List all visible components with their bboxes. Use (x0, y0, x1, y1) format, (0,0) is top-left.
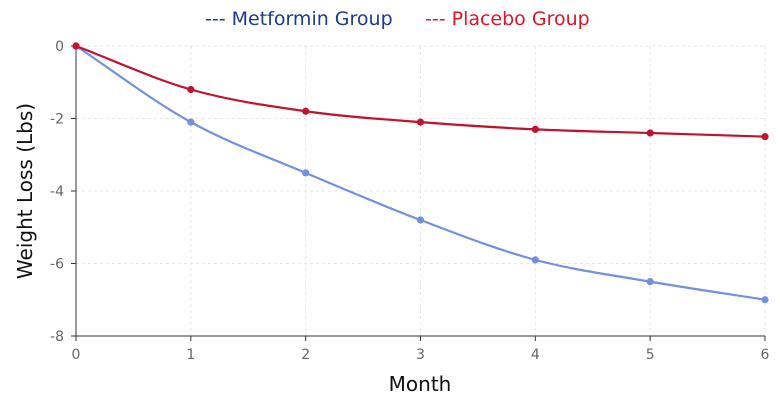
data-point-placebo-group (761, 133, 769, 141)
data-point-placebo-group (302, 107, 310, 115)
y-tick-label: 0 (55, 39, 64, 55)
data-point-placebo-group (187, 85, 195, 94)
series-placebo-group (72, 42, 769, 141)
y-tick-label: -4 (50, 184, 64, 200)
data-point-metformin-group (761, 296, 769, 304)
series (72, 42, 769, 304)
data-point-placebo-group (646, 129, 654, 137)
legend-placebo-group: --- Placebo Group (425, 8, 590, 30)
tick-labels: 0 1 2 3 4 5 6 0 -2 -4 -6 -8 (50, 39, 770, 363)
x-tick-label: 0 (72, 347, 81, 363)
data-point-metformin-group (187, 118, 195, 126)
y-axis-title: Weight Loss (Lbs) (13, 103, 37, 279)
data-point-placebo-group (72, 42, 80, 50)
x-tick-label: 3 (416, 347, 425, 363)
data-point-metformin-group (646, 278, 654, 286)
x-tick-label: 6 (761, 347, 770, 363)
y-tick-label: -8 (50, 329, 64, 345)
data-point-metformin-group (531, 256, 539, 264)
x-axis-title: Month (389, 372, 452, 396)
data-point-metformin-group (416, 216, 425, 224)
data-point-placebo-group (416, 118, 425, 126)
legend: --- Metformin Group --- Placebo Group (205, 8, 590, 30)
x-tick-label: 5 (646, 347, 655, 363)
data-point-metformin-group (302, 169, 310, 177)
x-tick-label: 2 (301, 347, 310, 363)
data-point-placebo-group (531, 125, 539, 133)
x-tick-label: 4 (531, 347, 540, 363)
x-tick-label: 1 (186, 347, 195, 363)
y-tick-label: -6 (50, 257, 64, 273)
y-tick-label: -2 (50, 112, 64, 128)
legend-metformin-group: --- Metformin Group (205, 8, 393, 30)
grid (76, 45, 766, 336)
